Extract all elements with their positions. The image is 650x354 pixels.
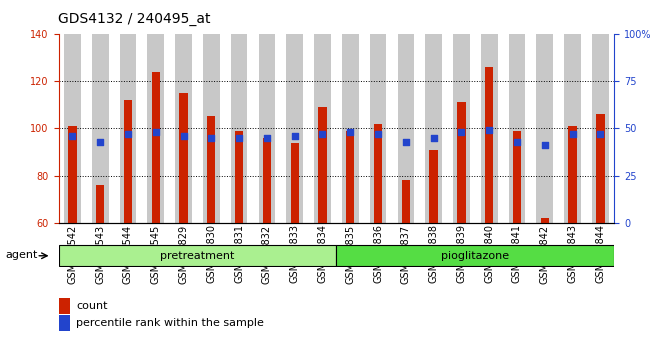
Point	[512, 139, 522, 144]
Bar	[318, 107, 327, 223]
Bar	[513, 131, 521, 223]
Bar	[58, 315, 70, 331]
Point	[540, 143, 550, 148]
Point	[317, 131, 328, 137]
Bar	[374, 124, 382, 223]
Point	[345, 129, 356, 135]
Bar	[58, 245, 337, 266]
Point	[456, 129, 467, 135]
Point	[262, 135, 272, 141]
Bar	[287, 34, 303, 223]
Bar	[592, 34, 608, 223]
Text: count: count	[76, 301, 107, 311]
Bar	[370, 34, 386, 223]
Bar	[291, 143, 299, 223]
Bar	[207, 116, 216, 223]
Bar	[179, 93, 188, 223]
Bar	[430, 150, 438, 223]
Point	[289, 133, 300, 139]
Text: percentile rank within the sample: percentile rank within the sample	[76, 318, 264, 328]
Bar	[68, 126, 77, 223]
Point	[484, 127, 495, 133]
Bar	[148, 34, 164, 223]
Text: GDS4132 / 240495_at: GDS4132 / 240495_at	[58, 12, 211, 27]
Point	[373, 131, 384, 137]
Bar	[263, 138, 271, 223]
Point	[123, 131, 133, 137]
Bar	[346, 131, 354, 223]
Bar	[176, 34, 192, 223]
Point	[234, 135, 244, 141]
Text: pretreatment: pretreatment	[161, 251, 235, 261]
Bar	[457, 102, 465, 223]
Bar	[120, 34, 136, 223]
Bar	[398, 34, 414, 223]
Bar	[564, 34, 581, 223]
Bar	[402, 181, 410, 223]
Point	[67, 133, 77, 139]
Text: pioglitazone: pioglitazone	[441, 251, 510, 261]
Point	[206, 135, 216, 141]
Bar	[58, 298, 70, 314]
Bar	[453, 34, 470, 223]
Text: agent: agent	[6, 250, 38, 259]
Bar	[425, 34, 442, 223]
Bar	[231, 34, 248, 223]
Point	[178, 133, 188, 139]
Point	[567, 131, 578, 137]
Bar	[314, 34, 331, 223]
Point	[595, 131, 606, 137]
Bar	[342, 34, 359, 223]
Point	[151, 129, 161, 135]
Bar	[568, 126, 577, 223]
Bar	[259, 34, 275, 223]
Bar	[96, 185, 105, 223]
Bar	[596, 114, 605, 223]
Bar	[337, 245, 614, 266]
Bar	[541, 218, 549, 223]
Bar	[124, 100, 132, 223]
Point	[428, 135, 439, 141]
Bar	[485, 67, 493, 223]
Bar	[536, 34, 553, 223]
Bar	[92, 34, 109, 223]
Point	[400, 139, 411, 144]
Bar	[235, 131, 243, 223]
Bar	[203, 34, 220, 223]
Point	[95, 139, 105, 144]
Bar	[151, 72, 160, 223]
Bar	[481, 34, 497, 223]
Bar	[509, 34, 525, 223]
Bar	[64, 34, 81, 223]
